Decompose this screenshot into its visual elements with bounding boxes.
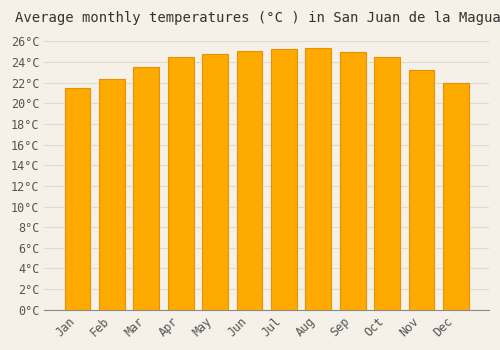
Title: Average monthly temperatures (°C ) in San Juan de la Maguana: Average monthly temperatures (°C ) in Sa…	[16, 11, 500, 25]
Bar	[168, 57, 194, 310]
Bar	[408, 70, 434, 310]
Bar	[64, 88, 90, 310]
Bar	[443, 83, 468, 310]
Bar	[202, 54, 228, 310]
Bar	[374, 57, 400, 310]
Bar	[134, 67, 159, 310]
Bar	[306, 48, 331, 310]
Bar	[236, 51, 262, 310]
Bar	[271, 49, 297, 310]
Bar	[340, 52, 365, 310]
Bar	[99, 79, 125, 310]
